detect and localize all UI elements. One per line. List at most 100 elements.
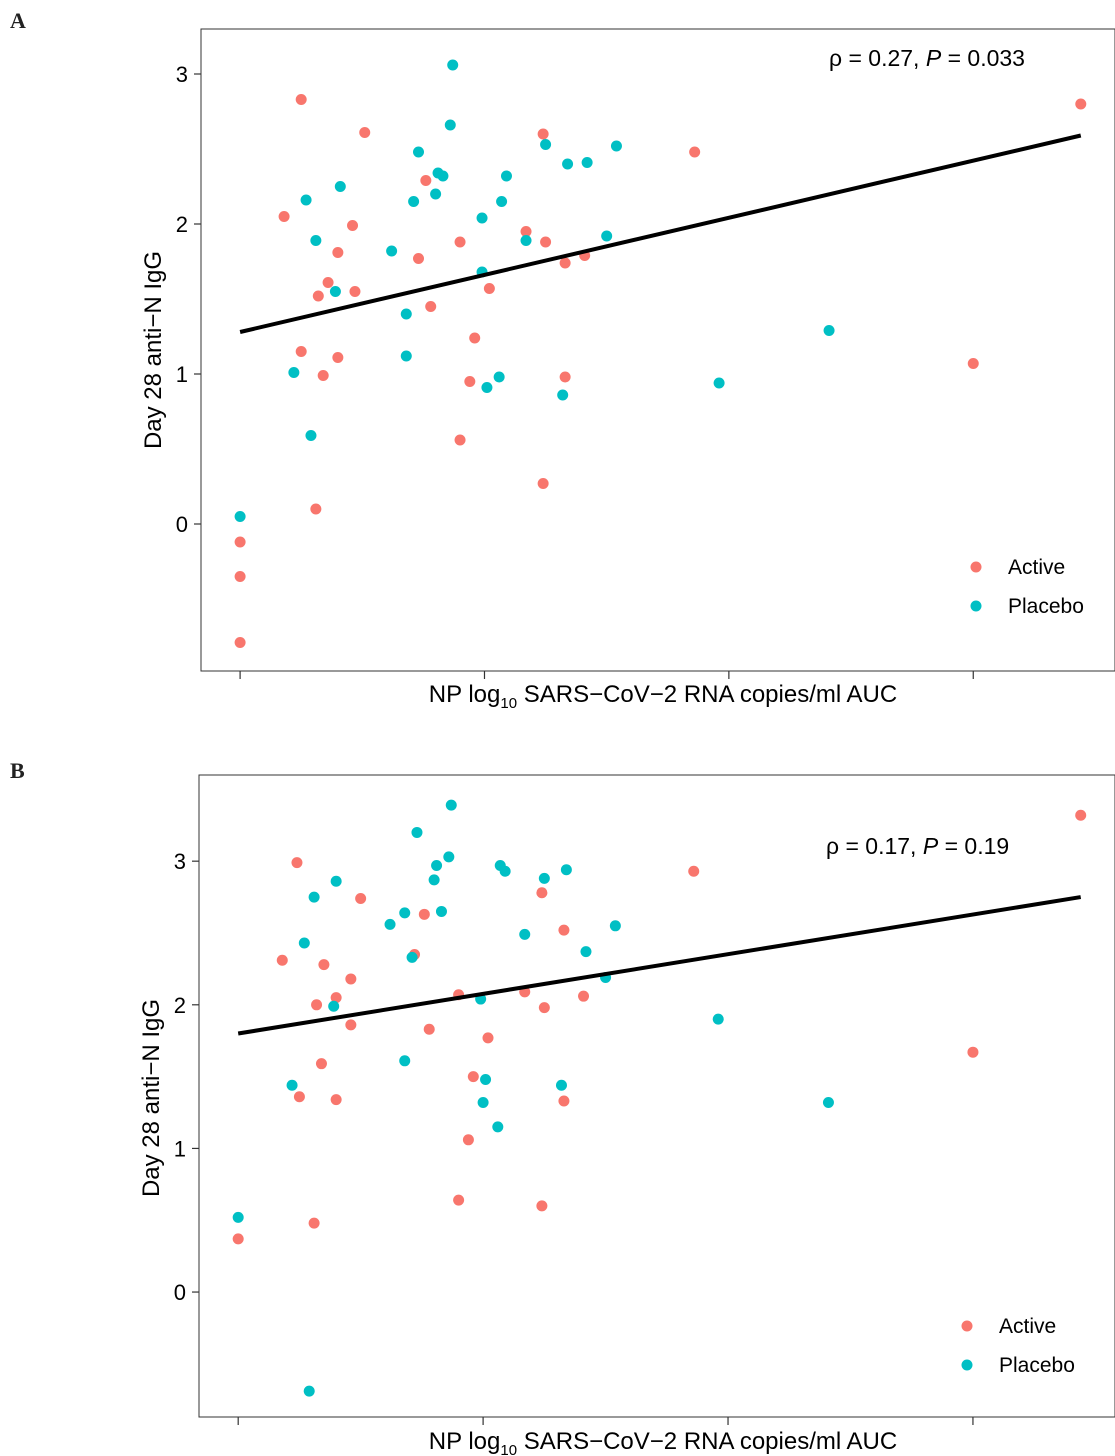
point-active [330,992,342,1004]
x-axis-title-subscript: 10 [500,1442,517,1456]
point-placebo [328,1000,340,1012]
point-placebo [399,1055,411,1067]
point-active [558,1095,570,1107]
point-active [347,220,359,231]
y-axis-title: Day 28 anti−N IgG [140,251,167,449]
point-placebo [286,1079,298,1091]
point-active [332,247,344,258]
point-active [967,1046,979,1058]
point-active [234,637,246,648]
point-placebo [400,308,412,320]
point-active [312,290,324,302]
point-placebo [499,865,511,877]
point-placebo [298,937,310,949]
point-active [420,175,432,186]
point-placebo [555,1079,567,1091]
point-placebo [334,181,346,192]
point-active [278,211,290,222]
y-tick-label: 3 [176,62,188,87]
point-active [317,370,329,381]
point-active [318,959,330,971]
point-active [418,908,430,920]
point-placebo [538,872,550,884]
point-placebo [411,826,423,838]
x-axis [237,1417,974,1425]
point-active [332,352,344,363]
y-axis: 0 1 2 3 [176,62,201,537]
point-placebo [447,59,459,71]
point-active [689,146,701,158]
point-placebo [822,1096,834,1108]
point-active [453,1194,465,1206]
point-active [462,1134,474,1146]
point-active [295,346,307,357]
point-active [295,94,307,105]
p-symbol: P [923,833,939,859]
point-placebo [540,139,552,150]
correlation-annotation: ρ = 0.27, P = 0.033 [829,45,1025,71]
point-placebo [560,864,572,876]
regression-line [239,133,1082,334]
point-placebo [520,235,532,246]
point-active [467,1071,479,1083]
y-tick-label: 0 [174,1280,186,1305]
point-active [310,503,322,515]
scatter-chart-b: 0 1 2 3 ρ = 0.17, P = 0.19 Active Placebo D… [138,774,1115,1456]
point-active [538,1002,550,1014]
point-placebo [400,350,412,362]
point-active [311,999,323,1011]
point-active [349,286,361,297]
point-placebo [330,875,342,887]
point-active [308,1217,320,1229]
point-placebo [308,891,320,903]
point-placebo [500,170,512,182]
point-active [425,301,437,312]
point-active [330,1094,342,1106]
y-tick-label: 1 [176,362,188,387]
point-placebo [557,389,569,401]
point-active [423,1023,435,1035]
point-active [469,332,481,344]
legend: Active Placebo [970,556,1084,618]
point-placebo [445,799,457,811]
point-active [322,277,334,288]
point-placebo [406,951,418,963]
legend-label-placebo: Placebo [1008,595,1084,618]
point-active [413,253,425,264]
point-active [454,434,466,446]
point-active [520,226,532,237]
point-active [483,283,495,294]
point-placebo [443,851,455,863]
y-tick-label: 1 [174,1136,186,1161]
legend-label-active: Active [999,1315,1056,1338]
y-tick-label: 3 [174,849,186,874]
legend-swatch-placebo [970,600,982,612]
point-placebo [232,1211,244,1223]
point-active [234,571,246,582]
point-active [558,924,570,936]
point-placebo [713,377,725,389]
x-axis-title: NP log10 SARS−CoV−2 RNA copies/ml AUC [429,1428,897,1456]
y-tick-label: 0 [176,512,188,537]
y-tick-label: 2 [176,212,188,237]
point-placebo [519,928,531,940]
panel-letter-a: A [10,8,26,33]
legend-swatch-active [961,1320,973,1332]
point-active [540,236,552,248]
point-active [345,973,357,985]
point-placebo [428,874,440,886]
legend-label-placebo: Placebo [999,1354,1075,1377]
point-placebo [610,140,622,152]
rho-text: ρ = 0.27, [829,45,926,71]
point-active [276,954,288,966]
x-axis-title-prefix: NP log [429,681,501,708]
point-placebo [303,1385,315,1397]
point-placebo [234,511,246,522]
point-placebo [300,194,312,206]
points-layer [234,59,1087,648]
correlation-annotation: ρ = 0.17, P = 0.19 [826,833,1009,859]
x-axis [239,671,974,679]
point-active [291,857,303,869]
point-placebo [329,286,341,297]
